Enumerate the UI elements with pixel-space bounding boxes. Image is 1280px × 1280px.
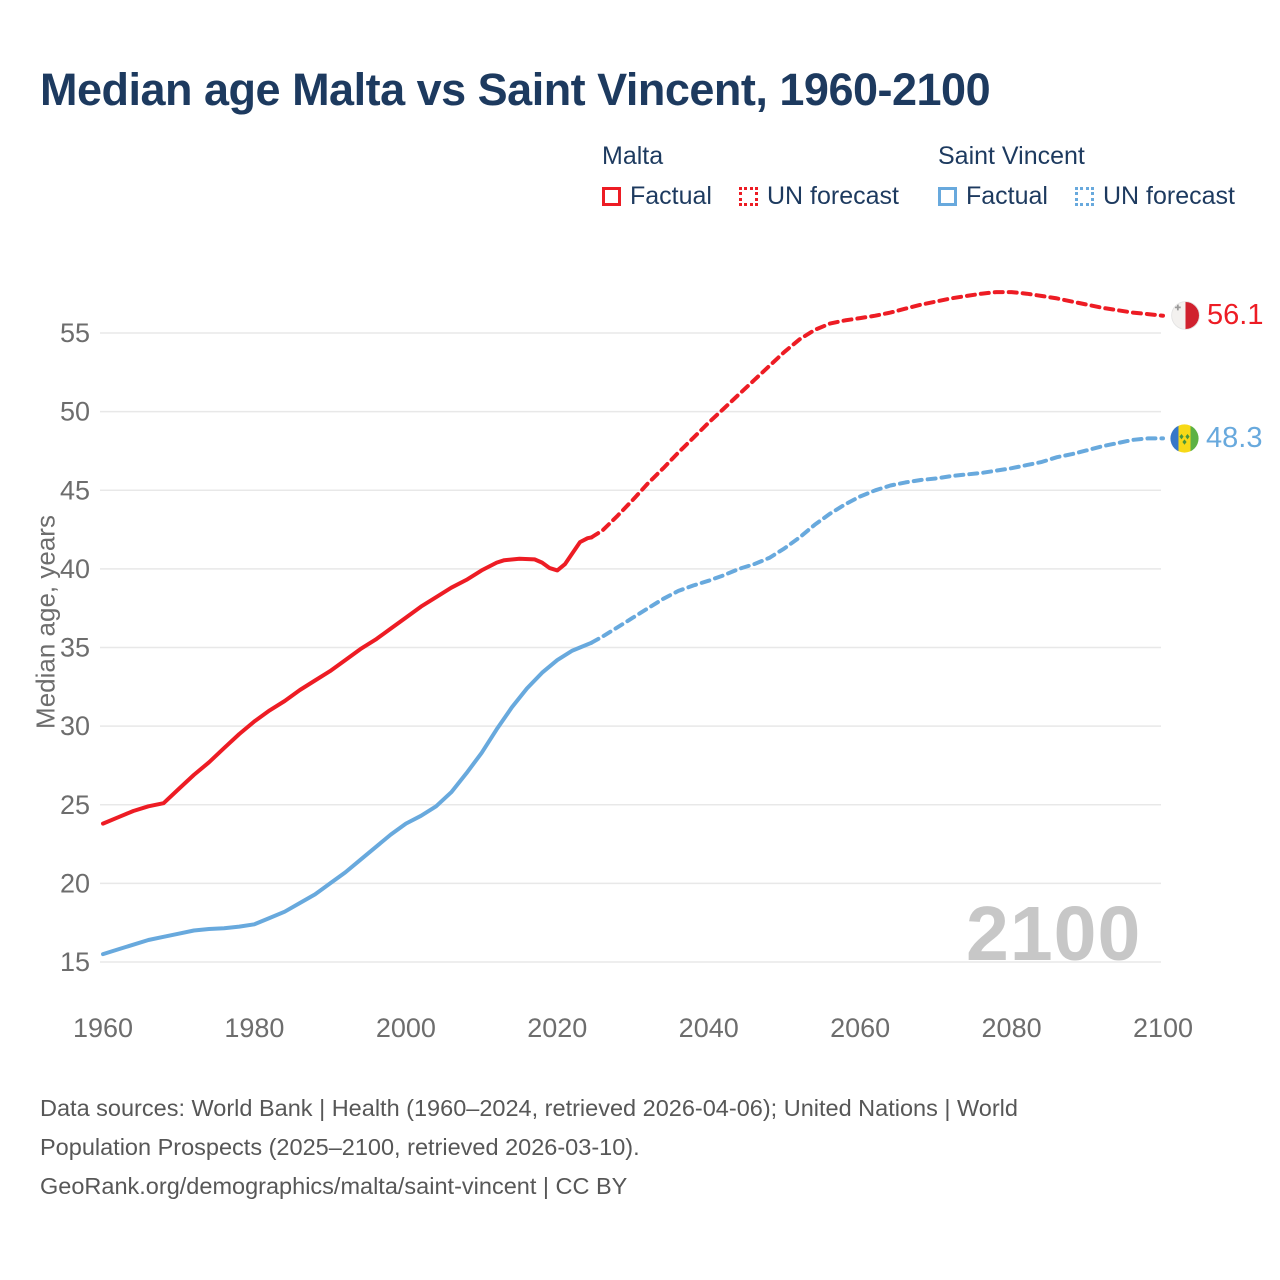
saint-vincent-forecast-swatch-icon	[1074, 187, 1094, 206]
saint-vincent-factual-swatch-icon	[938, 187, 957, 206]
legend-group-malta: Malta Factual UN forecast	[602, 142, 899, 211]
x-tick-label-2100: 2100	[1133, 1013, 1193, 1043]
legend-label-saint-vincent-factual: Factual	[966, 182, 1048, 210]
series-saint-vincent-un-forecast	[589, 436, 1165, 645]
x-tick-label-1980: 1980	[224, 1013, 284, 1043]
x-tick-label-2080: 2080	[982, 1013, 1042, 1043]
y-tick-label-15: 15	[60, 947, 90, 977]
legend-row-saint-vincent: Factual UN forecast	[938, 182, 1235, 211]
footer-line-sources-2: Population Prospects (2025–2100, retriev…	[40, 1134, 640, 1160]
end-label-malta: 56.1	[1171, 299, 1263, 332]
legend-row-malta: Factual UN forecast	[602, 182, 899, 211]
legend-label-saint-vincent-forecast: UN forecast	[1102, 182, 1235, 210]
saint-vincent-end-value: 48.3	[1206, 422, 1263, 454]
malta-flag-icon	[1171, 301, 1200, 330]
x-tick-label-2060: 2060	[830, 1013, 890, 1043]
legend-group-saint-vincent: Saint Vincent Factual UN forecast	[938, 142, 1235, 211]
y-axis-label: Median age, years	[30, 515, 61, 729]
series-malta-un-forecast	[589, 290, 1165, 540]
series-saint-vincent-factual	[101, 640, 594, 957]
footer-line-url: GeoRank.org/demographics/malta/saint-vin…	[40, 1173, 628, 1199]
end-label-saint-vincent: 48.3	[1170, 422, 1262, 455]
y-tick-label-20: 20	[60, 868, 90, 898]
malta-end-value: 56.1	[1207, 299, 1264, 331]
saint-vincent-flag-icon	[1170, 424, 1199, 453]
malta-factual-swatch-icon	[602, 187, 621, 206]
legend-header-malta: Malta	[602, 142, 664, 170]
y-tick-label-35: 35	[60, 633, 90, 663]
footer-line-sources-1: Data sources: World Bank | Health (1960–…	[40, 1095, 1018, 1121]
x-tick-label-2040: 2040	[679, 1013, 739, 1043]
malta-forecast-swatch-icon	[738, 187, 758, 206]
x-tick-label-2000: 2000	[376, 1013, 436, 1043]
page-title: Median age Malta vs Saint Vincent, 1960-…	[40, 64, 991, 115]
legend-header-saint-vincent: Saint Vincent	[938, 142, 1085, 170]
y-tick-label-30: 30	[60, 711, 90, 741]
series-malta-factual	[101, 535, 594, 826]
y-tick-label-45: 45	[60, 475, 90, 505]
legend-label-malta-factual: Factual	[630, 182, 712, 210]
footer-attribution: Data sources: World Bank | Health (1960–…	[40, 1089, 1018, 1206]
x-tick-label-2020: 2020	[527, 1013, 587, 1043]
y-tick-label-25: 25	[60, 790, 90, 820]
y-tick-label-50: 50	[60, 397, 90, 427]
legend-label-malta-forecast: UN forecast	[766, 182, 899, 210]
y-tick-label-55: 55	[60, 318, 90, 348]
watermark-year: 2100	[966, 891, 1142, 977]
y-tick-label-40: 40	[60, 554, 90, 584]
legend: Malta Factual UN forecast Saint Vincent …	[0, 142, 1280, 222]
x-tick-label-1960: 1960	[73, 1013, 133, 1043]
